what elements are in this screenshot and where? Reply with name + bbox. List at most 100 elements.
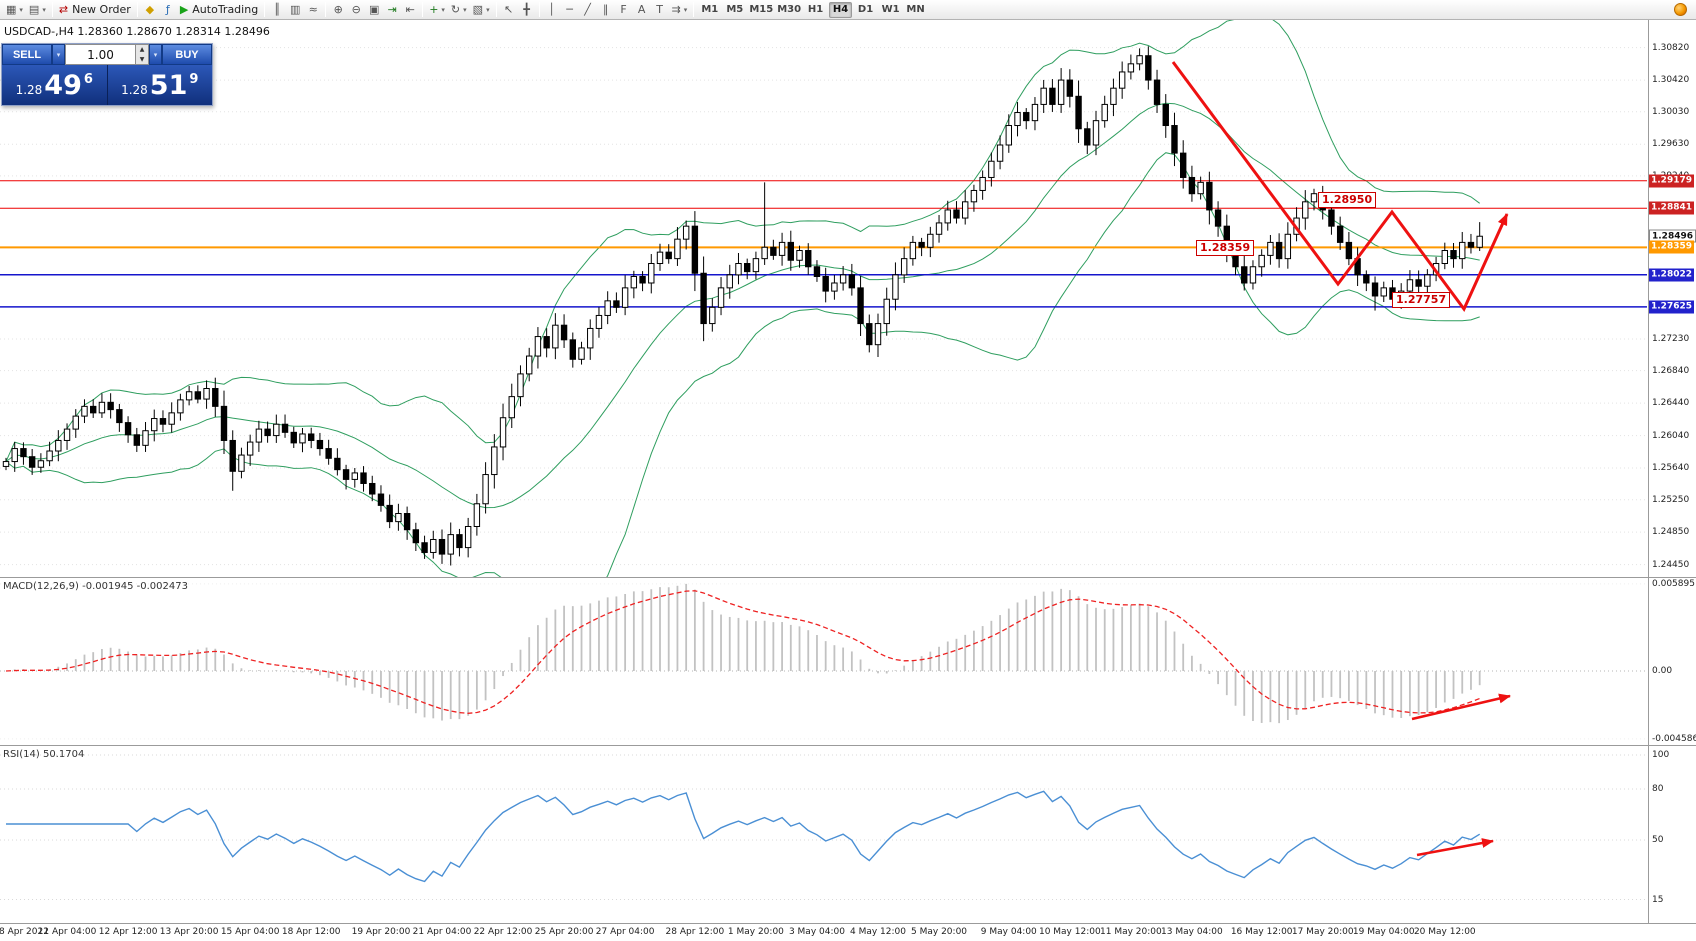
periods-icon[interactable]: ↻ ▾ xyxy=(448,1,470,18)
toolbar-separator xyxy=(264,2,266,17)
sell-price-big: 49 xyxy=(44,69,82,101)
experts-icon[interactable]: ƒ xyxy=(159,1,177,18)
timeframe-m1[interactable]: M1 xyxy=(701,4,719,15)
time-axis-label: 28 Apr 12:00 xyxy=(665,927,725,937)
periods-icon: ↻ xyxy=(450,3,461,16)
caret-down-icon: ▾ xyxy=(486,5,490,14)
text-icon[interactable]: A xyxy=(633,1,651,18)
vertical-line-icon[interactable]: │ xyxy=(543,1,561,18)
autotrading-icon: ▶ xyxy=(179,3,189,16)
new-order-button-label: New Order xyxy=(72,3,131,16)
buy-price[interactable]: 1.28 51 9 xyxy=(108,65,213,105)
profiles-icon[interactable]: ▤ ▾ xyxy=(26,1,49,18)
cursor-icon[interactable]: ↖ xyxy=(500,1,518,18)
annotation-price-label: 1.28950 xyxy=(1318,192,1377,208)
time-axis-label: 11 Apr 04:00 xyxy=(37,927,97,937)
new-order-button[interactable]: ⇄ New Order xyxy=(56,1,134,18)
metaeditor-icon[interactable]: ◆ xyxy=(141,1,159,18)
time-axis-label: 19 May 04:00 xyxy=(1352,927,1415,937)
candles-chart-icon[interactable]: ▥ xyxy=(286,1,304,18)
time-axis-label: 17 May 20:00 xyxy=(1291,927,1354,937)
macd-axis-tick: 0.00 xyxy=(1652,666,1673,676)
text-label-icon: T xyxy=(656,3,663,16)
time-axis-label: 10 May 12:00 xyxy=(1038,927,1101,937)
new-chart-icon[interactable]: ▦ ▾ xyxy=(3,1,26,18)
symbol-ohlc-label: USDCAD-,H4 1.28360 1.28670 1.28314 1.284… xyxy=(4,25,270,38)
timeframe-m30[interactable]: M30 xyxy=(777,4,802,15)
rsi-label: RSI(14) 50.1704 xyxy=(3,749,85,760)
volume-stepper[interactable]: ▲ ▼ xyxy=(136,44,149,65)
time-axis-label: 13 Apr 20:00 xyxy=(159,927,219,937)
caret-down-icon: ▾ xyxy=(683,5,688,14)
price-axis-badge: 1.29179 xyxy=(1649,174,1694,188)
bars-chart-icon: ║ xyxy=(273,3,281,16)
channel-icon[interactable]: ∥ xyxy=(597,1,615,18)
timeframe-h4[interactable]: H4 xyxy=(829,1,853,18)
timeframe-d1[interactable]: D1 xyxy=(857,4,874,15)
fibonacci-icon[interactable]: F xyxy=(615,1,633,18)
tile-windows-icon[interactable]: ▣ xyxy=(365,1,383,18)
indicators-icon[interactable]: + ▾ xyxy=(426,1,448,18)
zoom-in-icon[interactable]: ⊕ xyxy=(329,1,347,18)
crosshair-icon[interactable]: ╋ xyxy=(518,1,536,18)
templates-icon: ▧ xyxy=(472,3,484,16)
rsi-axis-tick: 80 xyxy=(1652,784,1664,794)
zoom-in-icon: ⊕ xyxy=(333,3,343,16)
timeframe-w1[interactable]: W1 xyxy=(881,4,900,15)
text-icon: A xyxy=(637,3,646,16)
bars-chart-icon[interactable]: ║ xyxy=(268,1,286,18)
line-chart-icon[interactable]: ≈ xyxy=(304,1,322,18)
metaquotes-logo-icon xyxy=(1674,3,1687,16)
new-order-icon: ⇄ xyxy=(58,3,69,16)
volume-input[interactable] xyxy=(65,44,136,65)
rsi-axis-tick: 50 xyxy=(1652,835,1664,845)
buy-button[interactable]: BUY xyxy=(162,44,212,65)
toolbar-separator xyxy=(538,2,540,17)
timeframe-m5[interactable]: M5 xyxy=(726,4,744,15)
sell-price-prefix: 1.28 xyxy=(15,82,43,97)
arrows-icon[interactable]: ⇉ ▾ xyxy=(669,1,691,18)
stepper-down-icon[interactable]: ▼ xyxy=(136,54,148,64)
tile-windows-icon: ▣ xyxy=(368,3,380,16)
time-axis-label: 12 Apr 12:00 xyxy=(98,927,158,937)
trendline-icon: ╱ xyxy=(584,3,591,16)
time-axis-label: 25 Apr 20:00 xyxy=(534,927,594,937)
price-axis-badge: 1.27625 xyxy=(1649,300,1694,314)
zoom-out-icon[interactable]: ⊖ xyxy=(347,1,365,18)
sell-price[interactable]: 1.28 49 6 xyxy=(2,65,108,105)
horizontal-line-icon[interactable]: ─ xyxy=(561,1,579,18)
price-axis-tick: 1.30420 xyxy=(1652,75,1690,86)
toolbar-separator xyxy=(495,2,497,17)
text-label-icon[interactable]: T xyxy=(651,1,669,18)
price-axis-badge: 1.28022 xyxy=(1649,268,1694,282)
auto-scroll-icon[interactable]: ⇥ xyxy=(383,1,401,18)
macd-axis-tick: -0.004586 xyxy=(1652,733,1696,744)
sell-dropdown-icon[interactable]: ▾ xyxy=(52,44,65,65)
caret-down-icon: ▾ xyxy=(463,5,467,14)
chart-shift-icon[interactable]: ⇤ xyxy=(401,1,419,18)
price-axis-tick: 1.26040 xyxy=(1652,430,1690,441)
autotrading-button[interactable]: ▶ AutoTrading xyxy=(177,1,261,18)
price-axis-badge: 1.28841 xyxy=(1649,201,1694,215)
templates-icon[interactable]: ▧ ▾ xyxy=(470,1,493,18)
buy-dropdown-icon[interactable]: ▾ xyxy=(149,44,162,65)
sell-button[interactable]: SELL xyxy=(2,44,52,65)
timeframe-m15[interactable]: M15 xyxy=(749,4,774,15)
vertical-line-icon: │ xyxy=(548,3,555,16)
timeframe-mn[interactable]: MN xyxy=(906,4,925,15)
time-axis-label: 22 Apr 12:00 xyxy=(473,927,533,937)
fibonacci-icon: F xyxy=(620,3,627,16)
buy-price-sup: 9 xyxy=(189,72,199,87)
time-axis-label: 18 Apr 12:00 xyxy=(281,927,341,937)
time-axis-label: 20 May 12:00 xyxy=(1413,927,1476,937)
timeframe-group: M1 M5 M15 M30 H1 H4 D1 W1 MN xyxy=(697,1,928,18)
toolbar-separator xyxy=(325,2,327,17)
stepper-up-icon[interactable]: ▲ xyxy=(136,45,148,55)
cursor-icon: ↖ xyxy=(503,3,514,16)
toolbar-separator xyxy=(693,2,695,17)
rsi-axis-tick: 15 xyxy=(1652,894,1664,905)
trendline-icon[interactable]: ╱ xyxy=(579,1,597,18)
timeframe-h1[interactable]: H1 xyxy=(807,4,824,15)
